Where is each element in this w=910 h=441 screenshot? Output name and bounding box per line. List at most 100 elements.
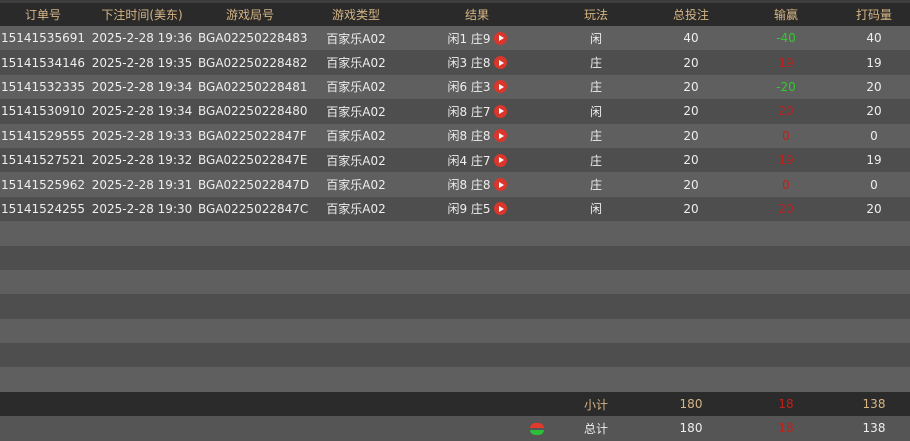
cell: 15141524255 — [0, 197, 86, 221]
empty-row — [0, 221, 910, 246]
cell: 20 — [734, 99, 838, 123]
cell: 2025-2-28 19:35 — [86, 50, 198, 74]
subtotal-label: 小计 — [583, 397, 608, 412]
cell-text: 百家乐A02 — [326, 129, 386, 144]
cell: 百家乐A02 — [302, 26, 410, 50]
cell: 20 — [648, 197, 734, 221]
cell-text: 2025-2-28 19:32 — [91, 153, 193, 168]
cell-text: 百家乐A02 — [326, 31, 386, 46]
cell-text: 2025-2-28 19:30 — [91, 201, 193, 216]
cell-text: 40 — [866, 31, 882, 46]
column-header[interactable]: 游戏类型 — [302, 3, 410, 26]
cell-text: BGA0225022847E — [198, 153, 308, 168]
cell: 庄 — [544, 172, 648, 196]
total-turnover: 138 — [862, 421, 886, 436]
cell-text: 2025-2-28 19:34 — [91, 79, 193, 94]
cell: 20 — [648, 75, 734, 99]
cell: 20 — [648, 172, 734, 196]
cell-text: 20 — [683, 104, 699, 119]
cell-text: 2025-2-28 19:31 — [91, 177, 193, 192]
cell-text: 闲4 庄7 — [447, 153, 491, 168]
table-header: 订单号 下注时间(美东) 游戏局号 游戏类型 结果 玩法 总投注 输赢 打码量 — [0, 3, 910, 26]
refresh-icon[interactable] — [530, 422, 544, 436]
table-row: 15141527521 2025-2-28 19:32 BGA0225022847E… — [0, 147, 910, 173]
subtotal-win-loss: 18 — [778, 397, 794, 412]
cell-text: 闲 — [589, 31, 602, 46]
cell-text: 庄 — [589, 80, 602, 95]
cell: 19 — [734, 50, 838, 74]
cell-text: 闲 — [589, 202, 602, 217]
cell: BGA02250228481 — [198, 75, 308, 99]
cell-text: 百家乐A02 — [326, 178, 386, 193]
cell-text: 15141527521 — [1, 153, 85, 168]
column-header[interactable]: 总投注 — [648, 3, 734, 26]
column-header[interactable]: 打码量 — [838, 3, 910, 26]
play-replay-icon[interactable] — [493, 153, 507, 167]
play-replay-icon[interactable] — [493, 104, 507, 118]
play-replay-icon[interactable] — [493, 80, 507, 94]
play-replay-icon[interactable] — [493, 178, 507, 192]
cell: 15141532335 — [0, 75, 86, 99]
cell: -40 — [734, 26, 838, 50]
cell-text: -20 — [776, 79, 796, 94]
cell: 闲8 庄7 — [410, 99, 544, 123]
table-row: 15141529555 2025-2-28 19:33 BGA0225022847F… — [0, 123, 910, 148]
cell-text: BGA02250228480 — [198, 104, 308, 119]
cell-text: 百家乐A02 — [326, 104, 386, 119]
cell: 2025-2-28 19:34 — [86, 99, 198, 123]
cell-text: 0 — [870, 177, 878, 192]
column-header[interactable]: 游戏局号 — [198, 3, 302, 26]
cell-text: 20 — [683, 79, 699, 94]
empty-row — [0, 367, 910, 392]
cell-text: 19 — [778, 153, 794, 168]
cell: 百家乐A02 — [302, 172, 410, 196]
play-replay-icon[interactable] — [493, 31, 507, 45]
empty-row — [0, 245, 910, 270]
cell-text: 15141532335 — [1, 79, 85, 94]
cell-text: 闲3 庄8 — [447, 56, 491, 71]
cell-text: 闲8 庄8 — [447, 129, 491, 144]
cell-text: 20 — [683, 153, 699, 168]
cell: 20 — [838, 197, 910, 221]
cell: 20 — [648, 50, 734, 74]
cell-text: 20 — [778, 104, 794, 119]
cell: 百家乐A02 — [302, 50, 410, 74]
bet-records-table: 订单号 下注时间(美东) 游戏局号 游戏类型 结果 玩法 总投注 输赢 打码量 15141535… — [0, 3, 910, 441]
total-win-loss: 18 — [778, 421, 794, 436]
play-replay-icon[interactable] — [493, 202, 507, 216]
column-header[interactable]: 下注时间(美东) — [86, 3, 198, 26]
column-header[interactable]: 输赢 — [734, 3, 838, 26]
cell-text: 2025-2-28 19:34 — [91, 104, 193, 119]
table-row: 15141530910 2025-2-28 19:34 BGA02250228480… — [0, 99, 910, 124]
cell-text: 闲6 庄3 — [447, 80, 491, 95]
play-replay-icon[interactable] — [493, 56, 507, 70]
cell: 19 — [838, 50, 910, 74]
cell-text: BGA0225022847D — [198, 177, 310, 192]
cell: 闲 — [544, 26, 648, 50]
cell-text: 百家乐A02 — [326, 56, 386, 71]
cell: 15141530910 — [0, 99, 86, 123]
column-header[interactable]: 订单号 — [0, 3, 86, 26]
play-replay-icon[interactable] — [493, 129, 507, 143]
cell-text: BGA0225022847C — [198, 201, 309, 216]
cell: 闲8 庄8 — [410, 124, 544, 148]
cell-text: 百家乐A02 — [326, 153, 386, 168]
cell-text: 40 — [683, 31, 699, 46]
column-header[interactable]: 玩法 — [544, 3, 648, 26]
cell: 19 — [734, 148, 838, 172]
cell-text: 0 — [782, 177, 790, 192]
cell-text: 庄 — [589, 178, 602, 193]
cell: 闲9 庄5 — [410, 197, 544, 221]
cell-text: BGA02250228483 — [198, 31, 308, 46]
cell-text: 15141535691 — [1, 31, 85, 46]
cell: 0 — [734, 124, 838, 148]
cell: 庄 — [544, 124, 648, 148]
cell-text: 15141534146 — [1, 55, 85, 70]
cell: 0 — [838, 124, 910, 148]
cell: BGA0225022847C — [198, 197, 308, 221]
cell: BGA02250228480 — [198, 99, 308, 123]
cell: 2025-2-28 19:34 — [86, 75, 198, 99]
cell: 百家乐A02 — [302, 197, 410, 221]
cell: 20 — [838, 99, 910, 123]
column-header[interactable]: 结果 — [410, 3, 544, 26]
